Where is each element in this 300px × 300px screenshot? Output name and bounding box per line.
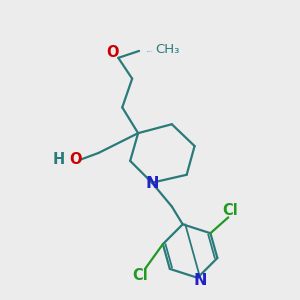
Text: Cl: Cl: [222, 203, 238, 218]
Text: CH₃: CH₃: [155, 44, 179, 56]
Text: N: N: [145, 176, 159, 191]
Text: H: H: [53, 152, 65, 167]
Text: Cl: Cl: [132, 268, 148, 283]
Text: O: O: [106, 45, 118, 60]
Text: methoxy: methoxy: [147, 50, 153, 52]
Text: O: O: [69, 152, 82, 167]
Text: N: N: [194, 273, 207, 288]
